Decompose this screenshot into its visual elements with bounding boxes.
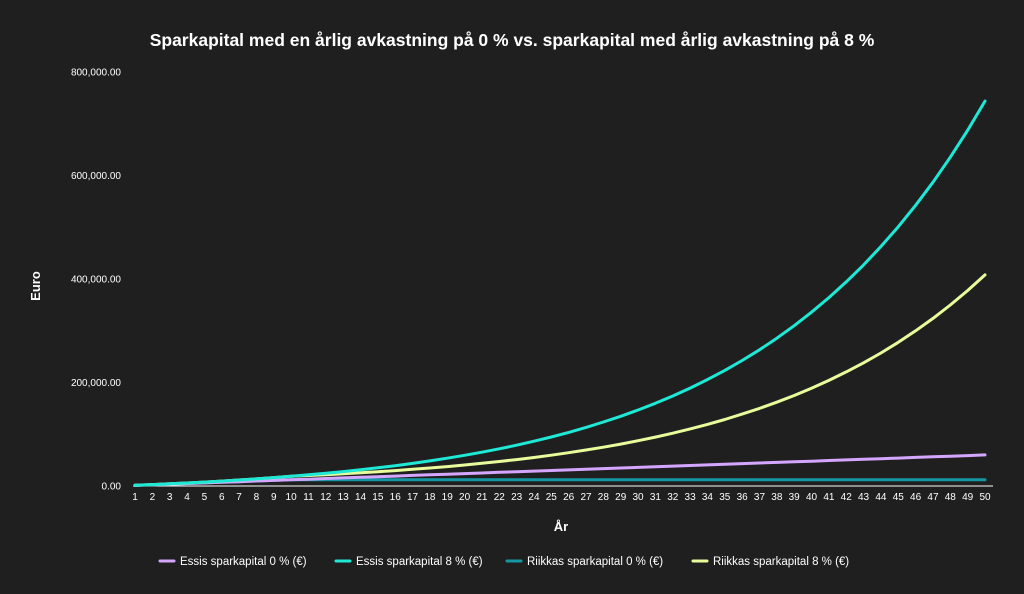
x-tick-label: 47 — [927, 492, 939, 503]
x-tick-label: 37 — [754, 492, 766, 503]
y-tick-label: 200,000.00 — [71, 378, 121, 389]
x-tick-label: 34 — [702, 492, 714, 503]
y-axis-label: Euro — [28, 271, 43, 301]
x-tick-label: 33 — [685, 492, 697, 503]
series-lines — [133, 99, 987, 487]
x-tick-label: 27 — [580, 492, 592, 503]
series-line — [133, 453, 987, 487]
x-tick-label: 21 — [476, 492, 488, 503]
x-tick-label: 10 — [286, 492, 298, 503]
x-tick-label: 41 — [823, 492, 835, 503]
x-tick-label: 44 — [875, 492, 887, 503]
y-tick-label: 800,000.00 — [71, 68, 121, 79]
x-tick-label: 43 — [858, 492, 870, 503]
x-tick-label: 11 — [303, 492, 314, 503]
legend-item-label: Riikkas sparkapital 0 % (€) — [527, 556, 663, 568]
x-tick-label: 18 — [424, 492, 436, 503]
x-tick-label: 28 — [598, 492, 610, 503]
x-tick-label: 4 — [184, 492, 190, 503]
legend-item-label: Essis sparkapital 0 % (€) — [180, 556, 307, 568]
x-tick-label: 5 — [202, 492, 208, 503]
x-tick-label: 46 — [910, 492, 922, 503]
x-tick-label: 22 — [494, 492, 506, 503]
chart-title: Sparkapital med en årlig avkastning på 0… — [150, 30, 875, 50]
x-tick-label: 35 — [719, 492, 731, 503]
x-tick-label: 40 — [806, 492, 818, 503]
x-tick-label: 49 — [962, 492, 974, 503]
series-line — [133, 99, 987, 487]
x-tick-label: 17 — [407, 492, 419, 503]
x-tick-label: 50 — [979, 492, 991, 503]
y-axis-ticks: 0.00 200,000.00 400,000.00 600,000.00 800,00… — [71, 68, 121, 493]
x-tick-label: 24 — [528, 492, 540, 503]
x-tick-label: 29 — [615, 492, 627, 503]
x-tick-label: 16 — [390, 492, 402, 503]
x-tick-label: 48 — [945, 492, 957, 503]
x-tick-label: 26 — [563, 492, 575, 503]
legend: Essis sparkapital 0 % (€) Essis sparkapit… — [158, 556, 849, 568]
x-tick-label: 15 — [372, 492, 384, 503]
x-axis-ticks: 1 2 3 4 5 6 7 8 9 10 11 12 13 14 15 16 17 18 19 20 21 22 23 24 2… — [132, 492, 991, 503]
x-tick-label: 20 — [459, 492, 471, 503]
x-tick-label: 19 — [442, 492, 454, 503]
x-tick-label: 31 — [650, 492, 662, 503]
x-tick-label: 14 — [355, 492, 367, 503]
y-tick-label: 400,000.00 — [71, 275, 121, 286]
x-tick-label: 42 — [841, 492, 853, 503]
x-tick-label: 39 — [789, 492, 801, 503]
x-tick-label: 32 — [667, 492, 679, 503]
y-tick-label: 0.00 — [102, 482, 122, 493]
x-tick-label: 45 — [893, 492, 905, 503]
y-tick-label: 600,000.00 — [71, 171, 121, 182]
x-tick-label: 38 — [771, 492, 783, 503]
x-tick-label: 12 — [320, 492, 332, 503]
x-tick-label: 2 — [150, 492, 156, 503]
x-tick-label: 13 — [338, 492, 350, 503]
x-tick-label: 23 — [511, 492, 523, 503]
x-tick-label: 8 — [254, 492, 260, 503]
x-tick-label: 36 — [737, 492, 749, 503]
x-tick-label: 6 — [219, 492, 225, 503]
x-tick-label: 3 — [167, 492, 173, 503]
x-axis-label: År — [554, 519, 568, 534]
legend-item-label: Riikkas sparkapital 8 % (€) — [713, 556, 849, 568]
x-tick-label: 25 — [546, 492, 558, 503]
legend-item-label: Essis sparkapital 8 % (€) — [356, 556, 483, 568]
x-tick-label: 9 — [271, 492, 277, 503]
x-tick-label: 30 — [632, 492, 644, 503]
x-tick-label: 7 — [236, 492, 242, 503]
series-line — [133, 273, 987, 487]
x-tick-label: 1 — [132, 492, 138, 503]
